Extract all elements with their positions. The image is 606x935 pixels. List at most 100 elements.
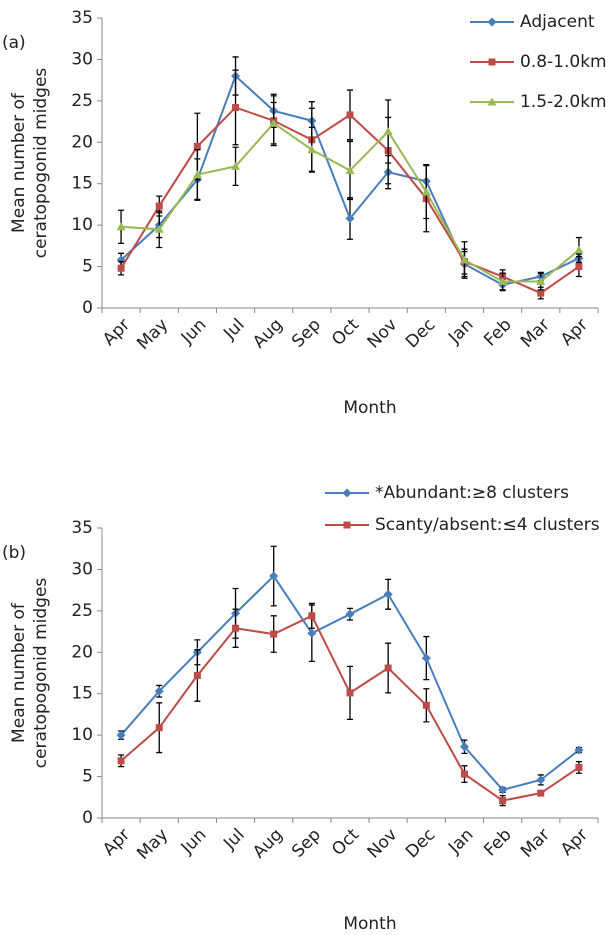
x-tick-label: Apr [557, 315, 592, 350]
x-tick-label: Sep [288, 825, 325, 862]
data-point [308, 612, 316, 620]
data-point [232, 103, 240, 111]
x-tick-label: Mar [517, 825, 554, 862]
y-tick-label: 5 [82, 257, 93, 277]
x-tick-label: Oct [328, 825, 363, 860]
data-point [460, 770, 468, 778]
data-point [459, 255, 469, 264]
x-tick-label: Jan [444, 315, 477, 348]
x-tick-label: Jul [219, 315, 248, 344]
data-point [116, 730, 126, 740]
y-tick-label: 20 [71, 642, 93, 662]
y-tick-label: 30 [71, 49, 93, 69]
y-tick-label: 5 [82, 767, 93, 787]
y-axis-label: Mean number of ceratopogonid midges [9, 68, 51, 259]
y-axis-label-line: Mean number of [9, 92, 29, 233]
data-point [269, 118, 279, 127]
data-point [193, 671, 201, 679]
data-point [346, 689, 354, 697]
data-point [536, 775, 546, 785]
x-tick-label: Jan [444, 825, 477, 858]
data-point [498, 276, 508, 285]
x-tick-label: Nov [364, 825, 402, 863]
x-tick-label: Apr [99, 315, 134, 350]
data-point [345, 609, 355, 619]
data-point [345, 214, 355, 224]
data-point [574, 745, 584, 755]
x-tick-label: Dec [402, 315, 439, 352]
y-axis-label-line: ceratopogonid midges [31, 578, 51, 769]
y-tick-label: 35 [71, 518, 93, 538]
y-tick-label: 0 [82, 298, 93, 318]
y-tick-label: 15 [71, 174, 93, 194]
x-tick-label: Aug [249, 825, 287, 863]
data-point [346, 111, 354, 119]
x-tick-label: Apr [99, 825, 134, 860]
data-point [421, 187, 431, 196]
y-axis-label-line: ceratopogonid midges [31, 68, 51, 259]
data-point [155, 202, 163, 210]
data-point [154, 686, 164, 696]
data-point [192, 170, 202, 179]
y-tick-label: 30 [71, 559, 93, 579]
y-tick-label: 35 [71, 8, 93, 28]
data-point [498, 785, 508, 795]
panel-label: (a) [2, 33, 26, 53]
x-tick-label: Apr [557, 825, 592, 860]
data-point [575, 763, 583, 771]
panel-label: (b) [2, 543, 26, 563]
data-point [270, 630, 278, 638]
data-point [232, 624, 240, 632]
x-axis-label: Month [343, 398, 396, 418]
y-tick-label: 20 [71, 132, 93, 152]
y-axis-label: Mean number of ceratopogonid midges [9, 578, 51, 769]
data-point [459, 742, 469, 752]
data-point [345, 165, 355, 174]
y-tick-label: 15 [71, 684, 93, 704]
y-tick-label: 0 [82, 808, 93, 828]
legend-marker [487, 17, 497, 27]
y-axis-label-line: Mean number of [9, 602, 29, 743]
data-point [155, 724, 163, 732]
data-point [193, 142, 201, 150]
x-tick-label: Nov [364, 315, 402, 353]
legend-marker [487, 97, 497, 106]
data-point [383, 127, 393, 136]
data-point [537, 789, 545, 797]
data-point [421, 653, 431, 663]
x-tick-label: Dec [402, 825, 439, 862]
x-tick-label: Aug [249, 315, 287, 353]
x-tick-label: Jun [177, 825, 211, 859]
x-tick-label: Mar [517, 315, 554, 352]
legend-marker [342, 488, 352, 498]
x-tick-label: May [133, 825, 172, 864]
x-tick-label: Feb [480, 315, 515, 350]
data-point [422, 701, 430, 709]
data-point [231, 161, 241, 170]
panel: (b) 0 5 10 15 20 25 30 35 Mean number of ceratopog… [2, 483, 600, 934]
legend-marker [343, 521, 351, 529]
x-tick-label: Jun [177, 315, 211, 349]
legend-label: 0.8-1.0km [520, 52, 606, 72]
data-point [537, 289, 545, 297]
data-point [575, 263, 583, 271]
data-point [117, 264, 125, 272]
data-point [117, 757, 125, 765]
legend-marker [488, 58, 496, 66]
data-point [536, 276, 546, 285]
y-tick-label: 25 [71, 601, 93, 621]
y-tick-label: 10 [71, 725, 93, 745]
x-tick-label: Sep [288, 315, 325, 352]
y-tick-label: 10 [71, 215, 93, 235]
x-tick-label: Jul [219, 825, 248, 854]
data-point [154, 224, 164, 233]
x-tick-label: Feb [480, 825, 515, 860]
data-point [383, 589, 393, 599]
legend-label: 1.5-2.0km [520, 92, 606, 112]
y-tick-label: 25 [71, 91, 93, 111]
panel: (a) 0 5 10 15 20 25 30 35 Mean number of ceratopog… [2, 8, 606, 418]
legend-label: Scanty/absent:≤4 clusters [375, 515, 600, 535]
data-point [384, 664, 392, 672]
data-point [307, 145, 317, 154]
